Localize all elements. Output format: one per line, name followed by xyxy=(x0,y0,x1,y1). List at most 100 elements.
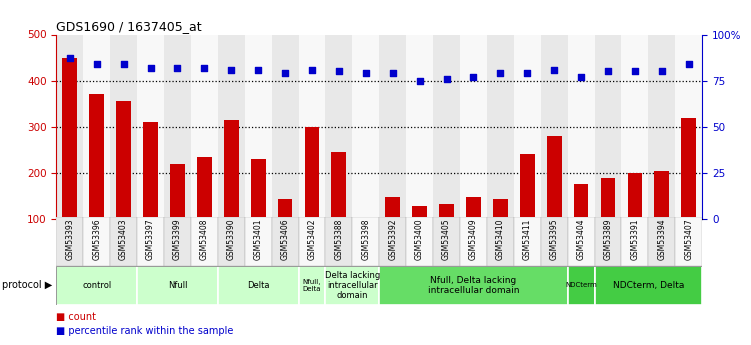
Bar xyxy=(164,217,191,266)
Text: NDCterm: NDCterm xyxy=(566,283,597,288)
Bar xyxy=(648,217,675,266)
Bar xyxy=(305,127,319,265)
Bar xyxy=(83,217,110,266)
Bar xyxy=(56,217,83,266)
Text: Nfull,
Delta: Nfull, Delta xyxy=(303,279,321,292)
Bar xyxy=(514,34,541,219)
Bar xyxy=(675,34,702,219)
Text: Nfull: Nfull xyxy=(167,281,187,290)
Point xyxy=(144,65,156,70)
Bar xyxy=(358,217,373,265)
Text: GSM53403: GSM53403 xyxy=(119,219,128,260)
Bar xyxy=(137,217,164,266)
Bar xyxy=(299,217,325,266)
Bar xyxy=(137,266,218,305)
Text: GSM53410: GSM53410 xyxy=(496,219,505,260)
Point xyxy=(279,70,291,76)
Bar xyxy=(595,266,702,305)
Bar xyxy=(143,122,158,265)
Text: GSM53393: GSM53393 xyxy=(65,219,74,260)
Bar xyxy=(654,171,669,265)
Bar xyxy=(568,34,595,219)
Bar xyxy=(116,101,131,265)
Point xyxy=(198,65,210,70)
Text: GSM53390: GSM53390 xyxy=(227,219,236,260)
Bar xyxy=(675,217,702,266)
Point xyxy=(441,76,453,81)
Point xyxy=(683,61,695,67)
Bar xyxy=(164,34,191,219)
Point xyxy=(548,67,560,72)
Text: GSM53409: GSM53409 xyxy=(469,219,478,260)
Bar xyxy=(601,178,615,265)
Bar xyxy=(251,159,266,265)
Bar xyxy=(379,217,406,266)
Bar xyxy=(622,34,648,219)
Text: GSM53400: GSM53400 xyxy=(415,219,424,260)
Text: GSM53399: GSM53399 xyxy=(173,219,182,260)
Bar xyxy=(514,217,541,266)
Point xyxy=(414,78,426,83)
Text: GSM53401: GSM53401 xyxy=(254,219,263,260)
Text: GSM53394: GSM53394 xyxy=(657,219,666,260)
Bar xyxy=(541,217,568,266)
Point xyxy=(171,65,183,70)
Bar xyxy=(272,34,299,219)
Bar xyxy=(325,266,379,305)
Bar xyxy=(56,266,137,305)
Text: GSM53396: GSM53396 xyxy=(92,219,101,260)
Point xyxy=(494,70,506,76)
Bar xyxy=(245,34,272,219)
Point xyxy=(602,69,614,74)
Bar xyxy=(170,164,185,265)
Bar xyxy=(191,34,218,219)
Point xyxy=(118,61,130,67)
Bar xyxy=(595,34,622,219)
Bar xyxy=(83,34,110,219)
Bar xyxy=(595,217,622,266)
Bar xyxy=(272,217,299,266)
Point xyxy=(467,74,479,80)
Bar xyxy=(218,266,299,305)
Text: Delta lacking
intracellular
domain: Delta lacking intracellular domain xyxy=(324,270,380,300)
Bar xyxy=(379,266,568,305)
Bar xyxy=(541,34,568,219)
Text: GSM53388: GSM53388 xyxy=(334,219,343,260)
Bar xyxy=(406,34,433,219)
Text: GDS1690 / 1637405_at: GDS1690 / 1637405_at xyxy=(56,20,202,33)
Bar xyxy=(325,34,352,219)
Bar xyxy=(218,217,245,266)
Bar xyxy=(191,217,218,266)
Point xyxy=(629,69,641,74)
Text: GSM53405: GSM53405 xyxy=(442,219,451,260)
Text: GSM53411: GSM53411 xyxy=(523,219,532,260)
Text: GSM53408: GSM53408 xyxy=(200,219,209,260)
Bar xyxy=(325,217,352,266)
Point xyxy=(360,70,372,76)
Bar xyxy=(439,204,454,265)
Text: GSM53391: GSM53391 xyxy=(630,219,639,260)
Bar xyxy=(433,34,460,219)
Text: Delta: Delta xyxy=(247,281,270,290)
Text: GSM53398: GSM53398 xyxy=(361,219,370,260)
Bar xyxy=(299,34,325,219)
Text: ■ count: ■ count xyxy=(56,313,96,322)
Bar xyxy=(331,152,346,265)
Bar xyxy=(681,118,696,265)
Bar xyxy=(568,217,595,266)
Point xyxy=(656,69,668,74)
Text: Nfull, Delta lacking
intracellular domain: Nfull, Delta lacking intracellular domai… xyxy=(427,276,519,295)
Bar xyxy=(110,217,137,266)
Bar xyxy=(648,34,675,219)
Text: GSM53402: GSM53402 xyxy=(307,219,316,260)
Bar xyxy=(352,217,379,266)
Bar xyxy=(379,34,406,219)
Bar xyxy=(412,206,427,265)
Bar xyxy=(56,34,83,219)
Text: GSM53397: GSM53397 xyxy=(146,219,155,260)
Text: GSM53389: GSM53389 xyxy=(604,219,613,260)
Point xyxy=(306,67,318,72)
Point xyxy=(333,69,345,74)
Bar xyxy=(406,217,433,266)
Text: GSM53404: GSM53404 xyxy=(577,219,586,260)
